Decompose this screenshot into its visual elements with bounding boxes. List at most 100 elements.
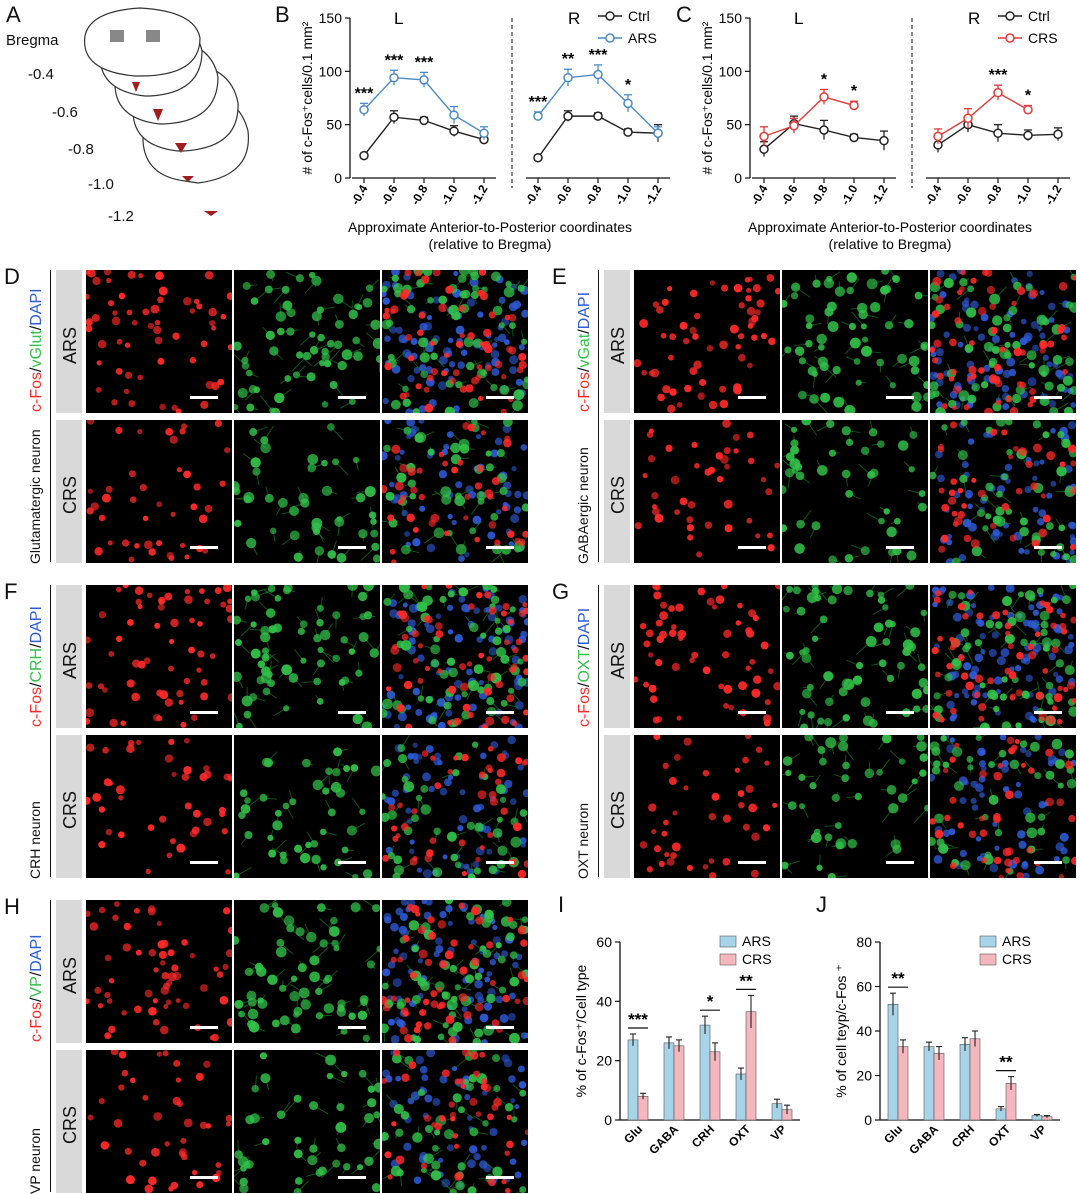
fos-nucleus bbox=[968, 366, 976, 374]
fos-nucleus bbox=[169, 555, 175, 561]
marker-cell bbox=[981, 381, 988, 388]
dapi-nucleus bbox=[483, 1164, 491, 1172]
significance-stars: *** bbox=[589, 47, 608, 64]
fos-nucleus bbox=[500, 807, 507, 814]
marker-cell bbox=[786, 452, 795, 461]
significance-stars: * bbox=[625, 77, 632, 94]
dapi-nucleus bbox=[445, 710, 452, 717]
dapi-nucleus bbox=[415, 709, 422, 716]
marker-cell bbox=[385, 492, 394, 501]
stain-label-part: DAPI bbox=[576, 608, 593, 645]
marker-cell bbox=[923, 392, 928, 401]
micrograph-texture bbox=[634, 585, 780, 728]
marker-cell bbox=[307, 372, 316, 381]
marker-cell bbox=[234, 1150, 243, 1159]
fos-nucleus bbox=[382, 855, 389, 862]
fos-nucleus bbox=[935, 296, 943, 304]
marker-cell bbox=[506, 932, 515, 941]
fos-nucleus bbox=[160, 1026, 169, 1035]
fos-nucleus bbox=[487, 673, 495, 681]
fos-nucleus bbox=[738, 333, 744, 339]
fos-nucleus bbox=[108, 1026, 115, 1033]
marker-cell bbox=[444, 1129, 454, 1139]
marker-cell bbox=[829, 450, 836, 457]
marker-cell bbox=[818, 344, 825, 351]
fos-nucleus bbox=[1047, 341, 1054, 348]
micrograph-texture bbox=[382, 735, 528, 878]
fos-nucleus bbox=[932, 310, 940, 318]
marker-cell bbox=[498, 956, 506, 964]
dapi-nucleus bbox=[432, 1098, 440, 1106]
marker-cell bbox=[294, 1137, 301, 1144]
fos-nucleus bbox=[519, 361, 527, 369]
fos-nucleus bbox=[932, 277, 941, 286]
dapi-nucleus bbox=[966, 493, 972, 499]
marker-cell bbox=[357, 1164, 363, 1170]
marker-cell bbox=[349, 310, 358, 319]
marker-cell bbox=[505, 1103, 513, 1111]
micrograph-texture bbox=[86, 900, 232, 1043]
fos-nucleus bbox=[193, 810, 201, 818]
fos-nucleus bbox=[476, 1111, 482, 1117]
fos-nucleus bbox=[507, 619, 513, 625]
fos-nucleus bbox=[169, 639, 174, 644]
fos-nucleus bbox=[938, 444, 944, 450]
fos-nucleus bbox=[203, 818, 211, 826]
fos-nucleus bbox=[653, 717, 660, 724]
marker-cell bbox=[277, 1110, 286, 1119]
fos-nucleus bbox=[980, 829, 988, 837]
fos-nucleus bbox=[640, 623, 646, 629]
marker-cell bbox=[272, 820, 282, 830]
y-tick-label: 0 bbox=[334, 170, 342, 186]
marker-cell bbox=[888, 548, 896, 556]
marker-cell bbox=[911, 366, 920, 375]
marker-cell bbox=[307, 464, 316, 473]
fos-nucleus bbox=[86, 294, 90, 300]
micrograph-texture bbox=[782, 585, 928, 728]
fos-nucleus bbox=[1057, 686, 1062, 691]
fos-nucleus bbox=[475, 916, 483, 924]
marker-cell bbox=[315, 546, 324, 555]
marker-cell bbox=[508, 688, 514, 694]
dapi-nucleus bbox=[392, 790, 399, 797]
fos-nucleus bbox=[106, 486, 113, 493]
x-tick-label: GABA bbox=[646, 1122, 681, 1157]
fos-nucleus bbox=[724, 500, 733, 509]
marker-cell bbox=[309, 1145, 317, 1153]
significance-stars: * bbox=[707, 992, 714, 1011]
data-point-crs bbox=[760, 132, 768, 140]
fos-nucleus bbox=[651, 829, 656, 834]
fos-nucleus bbox=[668, 605, 675, 612]
fos-nucleus bbox=[168, 739, 174, 745]
dapi-nucleus bbox=[523, 789, 528, 797]
fos-nucleus bbox=[460, 386, 467, 393]
fos-nucleus bbox=[745, 277, 750, 282]
fos-nucleus bbox=[1004, 668, 1011, 675]
marker-cell bbox=[517, 658, 523, 664]
micrograph-red bbox=[634, 585, 780, 728]
marker-cell bbox=[234, 1000, 243, 1009]
marker-cell bbox=[1045, 771, 1054, 780]
marker-cell bbox=[358, 1011, 368, 1021]
dapi-nucleus bbox=[458, 555, 465, 562]
dapi-nucleus bbox=[988, 585, 995, 591]
dapi-nucleus bbox=[519, 1081, 526, 1088]
marker-cell bbox=[919, 769, 926, 776]
fos-nucleus bbox=[501, 409, 507, 413]
marker-cell bbox=[912, 689, 922, 699]
marker-cell bbox=[341, 1071, 347, 1077]
marker-cell bbox=[370, 518, 376, 524]
fos-nucleus bbox=[196, 1073, 204, 1081]
fos-nucleus bbox=[978, 490, 986, 498]
marker-cell bbox=[1033, 420, 1041, 428]
fos-nucleus bbox=[124, 923, 131, 930]
fos-nucleus bbox=[88, 1115, 94, 1121]
marker-cell bbox=[882, 638, 890, 646]
fos-nucleus bbox=[687, 865, 693, 871]
marker-cell bbox=[482, 1120, 488, 1126]
marker-cell bbox=[363, 585, 374, 591]
marker-cell bbox=[944, 673, 952, 681]
legend-swatch bbox=[720, 954, 736, 965]
marker-cell bbox=[236, 723, 243, 728]
fos-nucleus bbox=[391, 559, 396, 563]
